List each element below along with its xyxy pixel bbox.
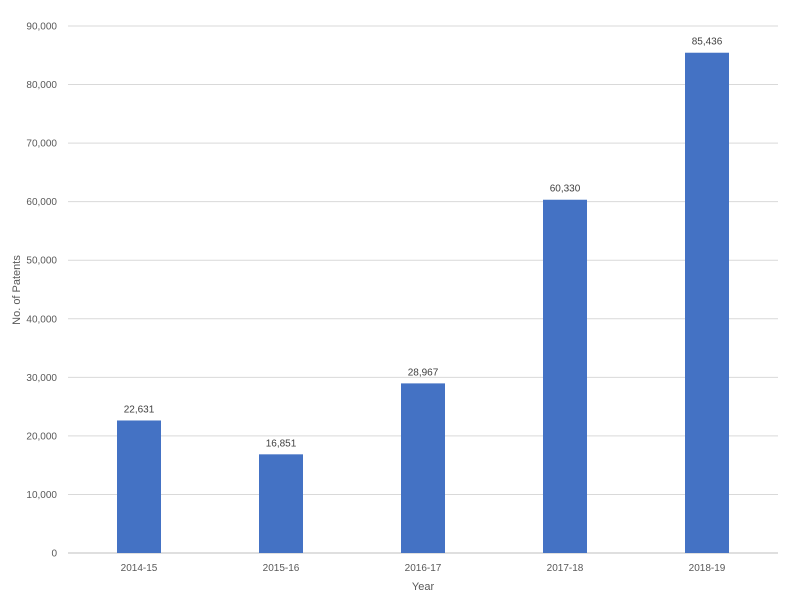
bar-2014-15 — [117, 420, 161, 553]
y-tick-label: 90,000 — [26, 22, 57, 33]
data-label: 22,631 — [124, 404, 155, 415]
gridlines — [68, 25, 778, 554]
x-tick-label: 2018-19 — [689, 563, 726, 574]
x-tick-label: 2016-17 — [405, 563, 442, 574]
y-tick-label: 0 — [51, 549, 57, 560]
bar-2016-17 — [401, 383, 445, 553]
y-axis-ticks: 0 10,000 20,000 30,000 40,000 50,000 60,000 70,… — [26, 22, 57, 560]
y-tick-label: 80,000 — [26, 80, 57, 91]
y-tick-label: 20,000 — [26, 431, 57, 442]
bar-2018-19 — [685, 52, 729, 553]
data-label: 28,967 — [408, 367, 439, 378]
y-axis-title: No. of Patents — [11, 255, 23, 325]
y-tick-label: 70,000 — [26, 139, 57, 150]
x-tick-label: 2014-15 — [121, 563, 158, 574]
data-label: 16,851 — [266, 438, 297, 449]
x-axis-title: Year — [412, 581, 435, 593]
bar-2017-18 — [543, 199, 587, 554]
data-labels: 22,631 16,851 28,967 60,330 85,436 — [124, 37, 723, 450]
y-tick-label: 10,000 — [26, 490, 57, 501]
y-tick-label: 30,000 — [26, 373, 57, 384]
y-tick-label: 60,000 — [26, 197, 57, 208]
bars — [117, 52, 729, 554]
x-axis-ticks: 2014-15 2015-16 2016-17 2017-18 2018-19 — [121, 563, 726, 574]
x-tick-label: 2015-16 — [263, 563, 300, 574]
y-tick-label: 50,000 — [26, 256, 57, 267]
data-label: 85,436 — [692, 37, 723, 48]
data-label: 60,330 — [550, 184, 581, 195]
x-tick-label: 2017-18 — [547, 563, 584, 574]
y-tick-label: 40,000 — [26, 314, 57, 325]
bar-2015-16 — [259, 454, 303, 553]
